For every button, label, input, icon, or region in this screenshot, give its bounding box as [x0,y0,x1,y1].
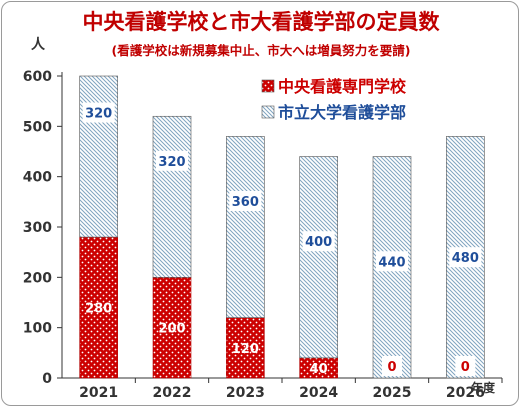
data-label-city: 320 [85,107,112,122]
legend-label-city: 市立大学看護学部 [278,103,406,122]
y-axis-unit-label: 人 [31,36,46,53]
bar-central [152,277,192,379]
data-label-central: 200 [158,322,185,337]
legend-label-central: 中央看護専門学校 [278,77,407,96]
data-label-central: 0 [387,360,396,375]
x-tick-label: 2024 [299,385,338,401]
bar-city [152,115,192,278]
x-axis-unit-label: 年度 [471,380,496,395]
y-tick-label: 100 [23,321,52,337]
legend-swatch-central [261,79,275,93]
y-tick-label: 200 [23,270,52,286]
x-tick-label: 2022 [153,385,192,401]
chart-title: 中央看護学校と市大看護学部の定員数 [82,10,440,34]
x-tick-label: 2025 [373,385,412,401]
data-label-city: 320 [158,155,185,170]
data-label-bg-city [229,191,262,211]
data-label-bg-city [82,102,115,123]
y-tick-label: 0 [42,371,52,387]
y-tick-label: 600 [23,69,52,85]
legend: 中央看護専門学校 市立大学看護学部 [261,77,407,122]
bar-city [226,136,265,318]
data-label-bg-central [455,356,476,376]
data-label-central: 280 [85,302,112,317]
data-label-city: 480 [452,251,479,266]
bar-city [79,75,118,238]
data-label-city: 440 [378,255,405,270]
x-tick-label: 2021 [79,385,118,401]
bar-central [226,317,265,379]
legend-swatch-city [261,105,275,119]
data-label-bg-city [376,251,408,272]
bar-city [299,156,338,359]
data-label-central: 120 [232,342,259,357]
data-label-bg-city [156,150,188,171]
bar-central [79,236,118,379]
y-tick-label: 500 [23,119,52,135]
data-label-city: 360 [232,195,259,210]
data-label-bg-city [302,231,335,252]
y-tick-label: 400 [23,170,52,186]
x-tick-label: 2023 [226,385,265,401]
x-tick-label: 2026 [446,385,485,401]
data-label-city: 400 [305,235,332,250]
data-label-bg-city [449,247,482,268]
data-label-central: 40 [310,362,328,377]
data-label-central: 0 [461,360,470,375]
data-label-bg-central [382,356,402,376]
y-tick-label: 300 [23,220,52,236]
data-labels: 320 280 320 200 360 120 400 40 440 0 480 0 [82,102,482,377]
chart-subtitle: (看護学校は新規募集中止、市大へは増員努力を要請) [111,43,411,58]
